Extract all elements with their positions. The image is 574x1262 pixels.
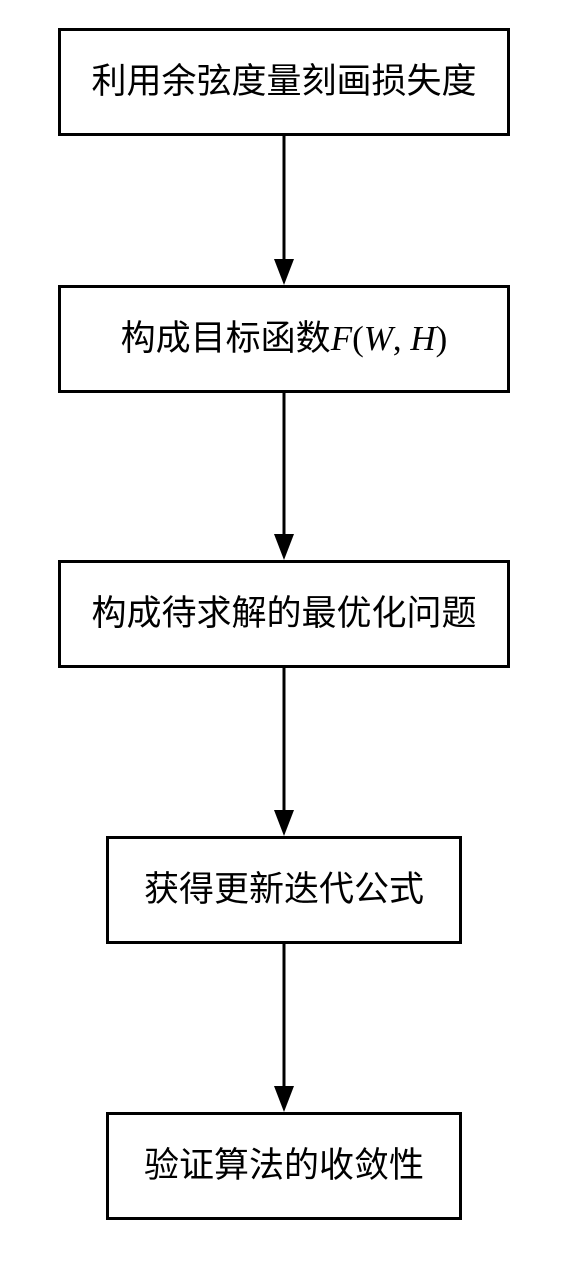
flow-node-1-label: 利用余弦度量刻画损失度 bbox=[91, 61, 476, 103]
flow-node-1: 利用余弦度量刻画损失度 bbox=[58, 28, 510, 136]
flowchart-canvas: 利用余弦度量刻画损失度 构成目标函数F(W, H) 构成待求解的最优化问题 获得… bbox=[0, 0, 574, 1262]
flow-node-4-label: 获得更新迭代公式 bbox=[144, 869, 424, 911]
flow-node-4: 获得更新迭代公式 bbox=[106, 836, 462, 944]
flow-node-2: 构成目标函数F(W, H) bbox=[58, 285, 510, 393]
flow-node-5: 验证算法的收敛性 bbox=[106, 1112, 462, 1220]
flow-node-3-label: 构成待求解的最优化问题 bbox=[91, 593, 476, 635]
flow-node-2-label: 构成目标函数F(W, H) bbox=[121, 318, 448, 360]
flow-node-5-label: 验证算法的收敛性 bbox=[144, 1145, 424, 1187]
flow-node-3: 构成待求解的最优化问题 bbox=[58, 560, 510, 668]
